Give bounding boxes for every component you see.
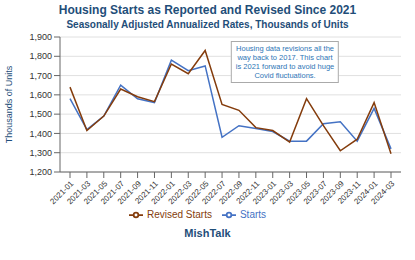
- svg-text:2021-05: 2021-05: [82, 179, 110, 207]
- svg-text:2023-09: 2023-09: [318, 179, 346, 207]
- svg-text:1,300: 1,300: [29, 148, 52, 158]
- svg-text:2023-03: 2023-03: [267, 179, 296, 207]
- html-text:Seasonally Adjusted Annualized: Seasonally Adjusted Annualized Rates, Th…: [66, 19, 349, 30]
- svg-text:1,400: 1,400: [29, 129, 52, 139]
- html-text:Housing Starts as Reported and: Housing Starts as Reported and Revised S…: [58, 3, 357, 17]
- svg-text:2022-03: 2022-03: [166, 179, 194, 207]
- svg-text:1,600: 1,600: [29, 90, 52, 100]
- svg-text:2022-09: 2022-09: [217, 179, 245, 207]
- svg-text:2022-01: 2022-01: [149, 179, 177, 207]
- svg-text:2021-11: 2021-11: [133, 179, 160, 206]
- svg-text:2022-05: 2022-05: [183, 179, 211, 207]
- svg-text:1,500: 1,500: [29, 109, 52, 119]
- svg-text:2021-09: 2021-09: [115, 179, 143, 207]
- svg-text:2024-03: 2024-03: [369, 179, 397, 207]
- svg-text:1,700: 1,700: [29, 71, 52, 81]
- svg-text:2024-01: 2024-01: [352, 179, 380, 207]
- html-text:Revised Starts: Revised Starts: [146, 208, 212, 220]
- html-text:Housing data revisions all the: Housing data revisions all the way back …: [235, 44, 335, 80]
- svg-text:2023-01: 2023-01: [251, 179, 279, 207]
- svg-text:2022-11: 2022-11: [234, 179, 262, 206]
- svg-text:2022-07: 2022-07: [200, 179, 228, 207]
- svg-text:2023-05: 2023-05: [284, 179, 312, 207]
- svg-text:2023-07: 2023-07: [301, 179, 329, 207]
- svg-text:2021-07: 2021-07: [99, 179, 127, 207]
- svg-text:1,900: 1,900: [29, 32, 52, 42]
- svg-text:1,200: 1,200: [29, 167, 52, 177]
- svg-text:Thousands of Units: Thousands of Units: [8, 65, 14, 143]
- svg-text:2023-11: 2023-11: [335, 179, 363, 206]
- svg-text:2021-01: 2021-01: [48, 179, 76, 207]
- svg-text:2021-03: 2021-03: [65, 179, 93, 207]
- html-text:MishTalk: MishTalk: [184, 227, 231, 239]
- svg-text:1,800: 1,800: [29, 51, 52, 61]
- html-text:Starts: Starts: [240, 208, 267, 220]
